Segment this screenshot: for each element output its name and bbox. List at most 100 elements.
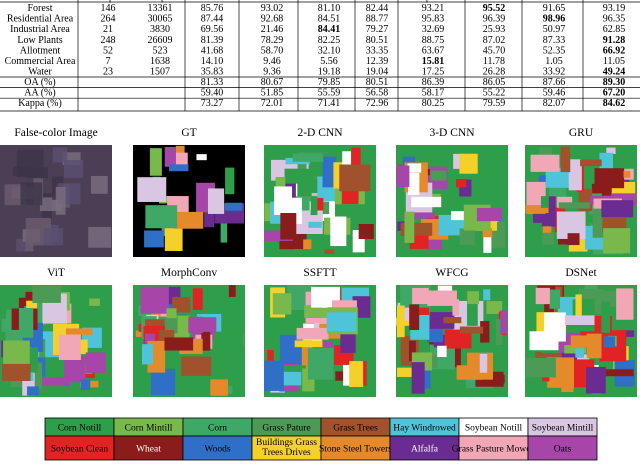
map-patch bbox=[164, 146, 176, 167]
map-patch bbox=[396, 165, 410, 187]
map-patch bbox=[396, 305, 405, 338]
map-patch bbox=[558, 202, 590, 209]
table-cell: 17.25 bbox=[422, 67, 445, 78]
image-label: ViT bbox=[47, 267, 65, 279]
map-patch bbox=[219, 373, 243, 383]
map-patch bbox=[342, 151, 351, 170]
table-cell: 1638 bbox=[150, 56, 170, 67]
map-patch bbox=[358, 223, 374, 240]
map-patch bbox=[601, 200, 634, 218]
table-cell: 11.05 bbox=[603, 56, 625, 67]
map-patch bbox=[150, 368, 176, 396]
table-cell: 33.92 bbox=[543, 67, 566, 78]
table-cell: 91.65 bbox=[543, 3, 566, 14]
classification-map bbox=[396, 285, 508, 397]
map-patch bbox=[296, 327, 329, 340]
map-patch bbox=[603, 228, 631, 254]
table-header: WFCG bbox=[540, 0, 569, 3]
table-cell: 79.27 bbox=[366, 24, 389, 35]
table-header: SSFTT bbox=[480, 0, 509, 3]
legend-label: Soybean Mintill bbox=[532, 424, 594, 434]
map-patch bbox=[407, 163, 422, 173]
table-cell: 23 bbox=[103, 67, 113, 78]
map-patch bbox=[542, 226, 552, 233]
classification-map bbox=[525, 145, 637, 257]
map-patch bbox=[166, 308, 177, 319]
legend-label: Corn Mintill bbox=[125, 424, 173, 434]
map-patch bbox=[451, 211, 468, 221]
map-patch bbox=[20, 182, 43, 206]
map-patch bbox=[575, 348, 585, 358]
legend-label: Alfalfa bbox=[411, 444, 439, 455]
map-patch bbox=[619, 330, 635, 337]
map-patch bbox=[140, 286, 169, 314]
table-cell: 41.68 bbox=[201, 45, 224, 56]
table-cell: 21.46 bbox=[261, 24, 284, 35]
map-patch bbox=[39, 377, 71, 387]
map-patch bbox=[308, 221, 322, 228]
map-patch bbox=[272, 293, 292, 315]
table-cell: 72.96 bbox=[366, 98, 389, 109]
map-patch bbox=[292, 153, 324, 162]
table-cell: 96.39 bbox=[483, 14, 506, 25]
table-cell: Low Plants bbox=[17, 35, 62, 46]
legend-swatch bbox=[182, 435, 253, 461]
table-cell: 87.02 bbox=[483, 35, 506, 46]
map-patch bbox=[339, 164, 371, 192]
map-patch bbox=[307, 348, 334, 380]
map-patch bbox=[164, 225, 183, 251]
table-cell: Water bbox=[28, 67, 52, 78]
table-cell: 7 bbox=[106, 56, 111, 67]
legend-swatch bbox=[251, 435, 322, 461]
classification-map bbox=[133, 285, 245, 397]
classification-map bbox=[525, 285, 637, 397]
map-patch bbox=[427, 290, 457, 306]
table-cell: AA (%) bbox=[24, 88, 55, 99]
map-patch bbox=[58, 334, 81, 360]
table-cell: 93.02 bbox=[261, 3, 284, 14]
map-patch bbox=[530, 154, 560, 172]
legend-swatch bbox=[113, 435, 184, 461]
map-patch bbox=[144, 230, 164, 248]
map-patch bbox=[18, 308, 34, 338]
table-header: GRU bbox=[318, 0, 340, 3]
table-cell: 72.01 bbox=[261, 98, 284, 109]
table-cell: 146 bbox=[101, 3, 116, 14]
classification-map bbox=[0, 285, 112, 397]
image-label: GRU bbox=[569, 127, 594, 139]
table-cell: 19.18 bbox=[318, 67, 341, 78]
legend-label: Wheat bbox=[136, 445, 161, 455]
table-cell: 1.05 bbox=[545, 56, 563, 67]
table-cell: 3830 bbox=[150, 24, 170, 35]
table-cell: 5.56 bbox=[320, 56, 338, 67]
table-header: Samples bbox=[143, 0, 177, 3]
table-cell: 89.30 bbox=[603, 77, 626, 88]
map-patch bbox=[315, 197, 324, 211]
map-patch bbox=[412, 287, 429, 305]
table-cell: 81.10 bbox=[318, 3, 341, 14]
legend-swatch bbox=[458, 435, 529, 461]
map-patch bbox=[27, 386, 39, 396]
map-patch bbox=[429, 312, 455, 329]
table-cell: 81.39 bbox=[201, 35, 224, 46]
map-patch bbox=[204, 202, 215, 228]
legend-swatch bbox=[44, 435, 115, 461]
map-patch bbox=[220, 222, 228, 243]
legend-label: Soybean Clean bbox=[51, 445, 109, 455]
map-patch bbox=[188, 316, 204, 334]
map-patch bbox=[403, 212, 436, 219]
map-patch bbox=[476, 207, 502, 222]
table-cell: 82.07 bbox=[543, 98, 566, 109]
map-patch bbox=[201, 331, 211, 351]
table-cell: 88.75 bbox=[422, 35, 445, 46]
image-label: SSFTT bbox=[303, 267, 336, 279]
map-patch bbox=[210, 379, 228, 396]
table-cell: 95.52 bbox=[483, 3, 506, 14]
table-cell: Allotment bbox=[20, 45, 61, 56]
table-cell: 87.66 bbox=[543, 77, 566, 88]
table-cell: 95.83 bbox=[422, 14, 445, 25]
table-cell: 15.81 bbox=[422, 56, 445, 67]
map-patch bbox=[25, 236, 34, 252]
table-cell: 80.51 bbox=[366, 77, 389, 88]
